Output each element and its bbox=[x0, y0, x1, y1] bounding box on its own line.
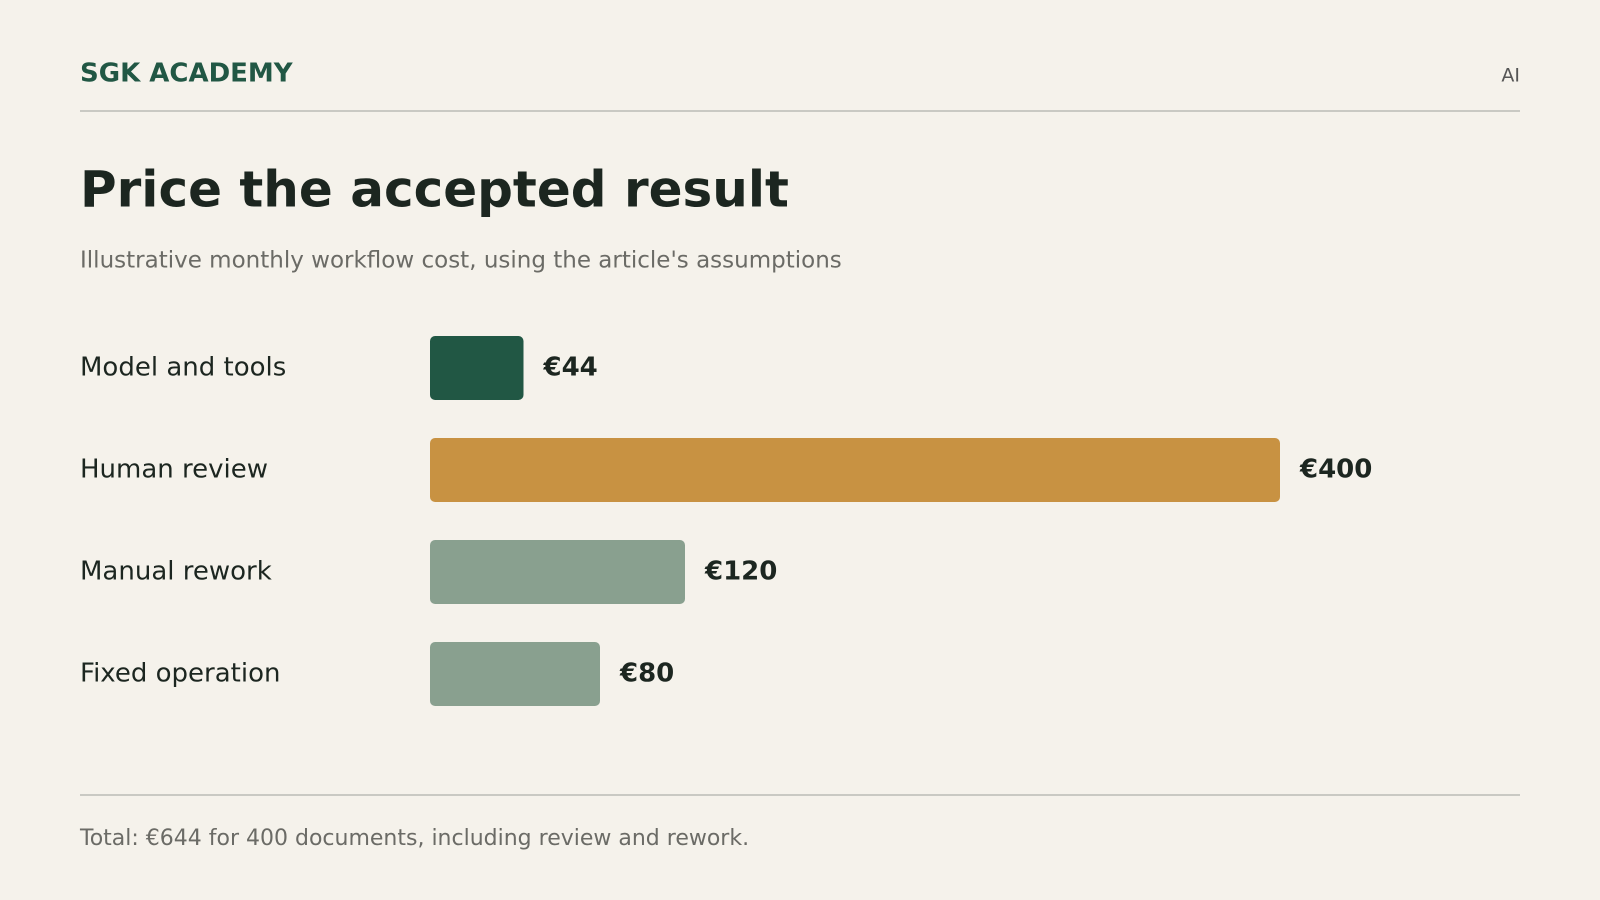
bar bbox=[430, 438, 1280, 502]
bar bbox=[430, 540, 685, 604]
category-label: Manual rework bbox=[80, 557, 272, 587]
tag: AI bbox=[1501, 65, 1520, 87]
bar bbox=[430, 642, 600, 706]
value-label: €80 bbox=[619, 659, 674, 689]
brand: SGK ACADEMY bbox=[80, 59, 294, 89]
bar-chart: Model and tools €44 Human review €400 Manual… bbox=[80, 336, 1372, 706]
value-label: €44 bbox=[543, 353, 598, 383]
category-label: Fixed operation bbox=[80, 659, 280, 689]
footer-note: Total: €644 for 400 documents, including… bbox=[79, 826, 749, 851]
value-label: €120 bbox=[704, 557, 777, 587]
chart-title: Price the accepted result bbox=[80, 161, 789, 219]
category-label: Model and tools bbox=[80, 353, 286, 383]
value-label: €400 bbox=[1299, 455, 1372, 485]
category-label: Human review bbox=[80, 455, 268, 485]
bar bbox=[430, 336, 524, 400]
chart-subtitle: Illustrative monthly workflow cost, usin… bbox=[80, 248, 842, 274]
